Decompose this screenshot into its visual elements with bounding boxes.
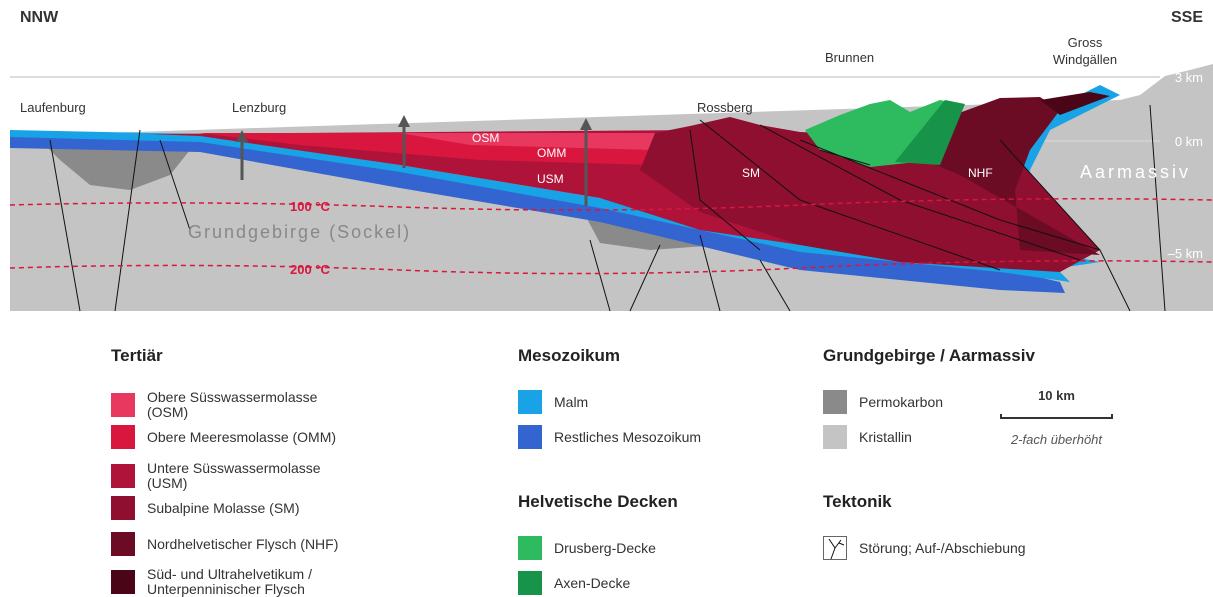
legend-label: Kristallin	[859, 428, 912, 445]
place: Lenzburg	[232, 100, 286, 115]
scale-bar	[1000, 414, 1113, 419]
legend-swatch	[111, 464, 135, 488]
direction: NNW	[20, 9, 59, 26]
legend-label: Malm	[554, 393, 589, 410]
legend-item: Subalpine Molasse (SM)	[111, 496, 371, 520]
legend-item: Störung; Auf-/Abschiebung	[823, 536, 1083, 560]
legend-swatch	[518, 425, 542, 449]
axen	[895, 100, 965, 165]
place: Gross Windgällen	[1052, 35, 1118, 67]
legend-swatch	[111, 496, 135, 520]
legend-swatch	[111, 425, 135, 449]
legend-group-title: Tertiär	[111, 346, 163, 365]
arrowheads	[236, 115, 592, 142]
legend-swatch	[111, 532, 135, 556]
isotherm-label: 200 °C	[290, 262, 331, 277]
place: Laufenburg	[20, 100, 86, 115]
legend-group-title: Helvetische Decken	[518, 492, 678, 511]
legend-label: Subalpine Molasse (SM)	[147, 499, 300, 516]
depth-label: 0 km	[1175, 134, 1203, 149]
legend-item: Malm	[518, 390, 778, 414]
legend-item: Nordhelvetischer Flysch (NHF)	[111, 532, 371, 556]
legend-label: Störung; Auf-/Abschiebung	[859, 539, 1026, 556]
legend-group-title: Tektonik	[823, 492, 892, 511]
legend-item: Permokarbon	[823, 390, 1083, 414]
legend-label: Restliches Mesozoikum	[554, 428, 702, 445]
legend-item: Axen-Decke	[518, 571, 778, 595]
unit-label: Grundgebirge (Sockel)	[188, 222, 411, 242]
legend-group-title: Grundgebirge / Aarmassiv	[823, 346, 1035, 365]
legend-label: Drusberg-Decke	[554, 539, 656, 556]
unit-label: OSM	[472, 131, 499, 145]
legend-swatch	[518, 536, 542, 560]
legend-swatch	[518, 571, 542, 595]
unit-label: USM	[537, 172, 564, 186]
scale-note: 2-fach überhöht	[1010, 432, 1103, 447]
unit-label: SM	[742, 166, 760, 180]
legend-swatch	[111, 393, 135, 417]
unit-label: NHF	[968, 166, 993, 180]
legend-label: Obere Süsswassermolasse (OSM)	[147, 389, 318, 420]
legend-item: Obere Meeresmolasse (OMM)	[111, 425, 371, 449]
unit-label: Aarmassiv	[1080, 162, 1191, 182]
depth-label: –5 km	[1168, 246, 1203, 261]
legend-item: Kristallin	[823, 425, 1083, 449]
cross-section: NNW SSE Laufenburg Lenzburg Rossberg Bru…	[9, 9, 1213, 312]
depth-label: 3 km	[1175, 70, 1203, 85]
mesozoic	[10, 134, 1065, 293]
isotherm-label: 100 °C	[290, 199, 331, 214]
legend-group-title: Mesozoikum	[518, 346, 621, 365]
boreholes	[240, 125, 588, 206]
isotherm	[9, 260, 1213, 275]
permokarbon	[40, 140, 190, 190]
ultrahelvetikum	[1040, 92, 1110, 115]
legend-swatch	[111, 570, 135, 594]
legend-label: Untere Süsswassermolasse (USM)	[147, 460, 321, 491]
legend-label: Permokarbon	[859, 393, 944, 410]
legend-label: Obere Meeresmolasse (OMM)	[147, 428, 337, 445]
place: Brunnen	[825, 50, 874, 65]
fault-icon	[823, 536, 847, 560]
faults	[49, 104, 1166, 312]
legend-item: Restliches Mesozoikum	[518, 425, 778, 449]
legend-item: Untere Süsswassermolasse (USM)	[111, 461, 371, 491]
scale-label: 10 km	[1038, 388, 1075, 403]
legend-label: Axen-Decke	[554, 574, 631, 591]
legend-swatch	[518, 390, 542, 414]
osm	[400, 133, 655, 150]
legend-swatch	[823, 390, 847, 414]
place: Rossberg	[697, 100, 753, 115]
isotherm	[9, 198, 1213, 211]
legend-swatch	[823, 425, 847, 449]
unit-label: OMM	[537, 146, 566, 160]
legend-item: Drusberg-Decke	[518, 536, 778, 560]
legend-label: Nordhelvetischer Flysch (NHF)	[147, 535, 339, 552]
direction: SSE	[1171, 9, 1203, 26]
legend-item: Obere Süsswassermolasse (OSM)	[111, 390, 371, 420]
